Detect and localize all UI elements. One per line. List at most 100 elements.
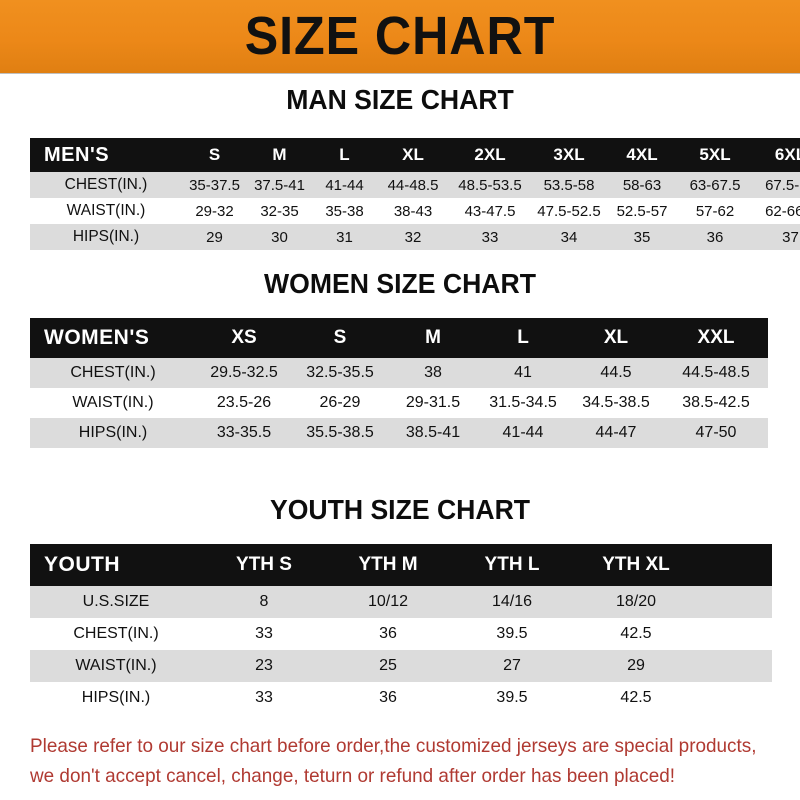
man-cell-0-5: 53.5-58 — [531, 172, 607, 198]
man-cell-2-2: 31 — [312, 224, 377, 250]
youth-size-header-0: YTH S — [202, 544, 326, 586]
women-cell-2-4: 44-47 — [568, 418, 664, 448]
women-size-header-1: S — [292, 318, 388, 358]
man-header-label: MEN'S — [30, 138, 182, 172]
man-cell-2-5: 34 — [531, 224, 607, 250]
table-row: CHEST(IN.) 29.5-32.5 32.5-35.5 38 41 44.5 44.5… — [30, 358, 768, 388]
table-row: WAIST(IN.) 29-32 32-35 35-38 38-43 43-47.5 47.… — [30, 198, 800, 224]
women-size-table: WOMEN'S XS S M L XL XXL CHEST(IN.) 29.5-32.5 32.5… — [30, 318, 768, 448]
women-cell-2-3: 41-44 — [478, 418, 568, 448]
youth-row-label-2: WAIST(IN.) — [30, 650, 202, 682]
man-cell-1-5: 47.5-52.5 — [531, 198, 607, 224]
youth-row-spacer-3 — [698, 682, 772, 714]
youth-row-label-3: HIPS(IN.) — [30, 682, 202, 714]
table-row: WAIST(IN.) 23.5-26 26-29 29-31.5 31.5-34.5 34… — [30, 388, 768, 418]
man-cell-0-0: 35-37.5 — [182, 172, 247, 198]
women-header-label: WOMEN'S — [30, 318, 196, 358]
table-row: HIPS(IN.) 29 30 31 32 33 34 35 36 37 — [30, 224, 800, 250]
man-cell-1-1: 32-35 — [247, 198, 312, 224]
women-cell-1-0: 23.5-26 — [196, 388, 292, 418]
women-cell-0-2: 38 — [388, 358, 478, 388]
women-table-header-row: WOMEN'S XS S M L XL XXL — [30, 318, 768, 358]
youth-cell-1-1: 36 — [326, 618, 450, 650]
man-cell-2-7: 36 — [677, 224, 753, 250]
man-row-label-1: WAIST(IN.) — [30, 198, 182, 224]
women-cell-1-4: 34.5-38.5 — [568, 388, 664, 418]
youth-cell-3-0: 33 — [202, 682, 326, 714]
youth-cell-2-2: 27 — [450, 650, 574, 682]
man-cell-2-3: 32 — [377, 224, 449, 250]
women-cell-1-5: 38.5-42.5 — [664, 388, 768, 418]
youth-header-label: YOUTH — [30, 544, 202, 586]
man-cell-0-7: 63-67.5 — [677, 172, 753, 198]
table-row: WAIST(IN.) 23 25 27 29 — [30, 650, 772, 682]
women-cell-0-4: 44.5 — [568, 358, 664, 388]
man-cell-1-6: 52.5-57 — [607, 198, 677, 224]
man-cell-0-4: 48.5-53.5 — [449, 172, 531, 198]
man-table-header-row: MEN'SSMLXL2XL3XL4XL5XL6XL — [30, 138, 800, 172]
women-cell-0-0: 29.5-32.5 — [196, 358, 292, 388]
women-row-label-2: HIPS(IN.) — [30, 418, 196, 448]
man-row-label-0: CHEST(IN.) — [30, 172, 182, 198]
women-row-label-0: CHEST(IN.) — [30, 358, 196, 388]
youth-table-body: YOUTH YTH S YTH M YTH L YTH XL U.S.SIZE 8 10/12… — [30, 544, 772, 714]
youth-size-header-1: YTH M — [326, 544, 450, 586]
youth-header-spacer — [698, 544, 772, 586]
youth-row-label-1: CHEST(IN.) — [30, 618, 202, 650]
table-row: CHEST(IN.) 35-37.5 37.5-41 41-44 44-48.5 48.5… — [30, 172, 800, 198]
women-size-header-2: M — [388, 318, 478, 358]
youth-size-header-3: YTH XL — [574, 544, 698, 586]
table-row: HIPS(IN.) 33 36 39.5 42.5 — [30, 682, 772, 714]
youth-table-header-row: YOUTH YTH S YTH M YTH L YTH XL — [30, 544, 772, 586]
women-cell-2-0: 33-35.5 — [196, 418, 292, 448]
man-cell-1-2: 35-38 — [312, 198, 377, 224]
youth-cell-0-0: 8 — [202, 586, 326, 618]
women-size-header-4: XL — [568, 318, 664, 358]
man-section-title: MAN SIZE CHART — [286, 84, 514, 115]
table-row: HIPS(IN.) 33-35.5 35.5-38.5 38.5-41 41-44 44-… — [30, 418, 768, 448]
page-title: SIZE CHART — [244, 6, 556, 66]
footer-note-line-2: we don't accept cancel, change, teturn o… — [30, 765, 676, 787]
man-table-body: MEN'SSMLXL2XL3XL4XL5XL6XLCHEST(IN.)35-37… — [30, 138, 800, 250]
youth-cell-1-0: 33 — [202, 618, 326, 650]
youth-cell-0-2: 14/16 — [450, 586, 574, 618]
women-table-body: WOMEN'S XS S M L XL XXL CHEST(IN.) 29.5-32.5 32.5… — [30, 318, 768, 448]
man-cell-2-4: 33 — [449, 224, 531, 250]
youth-row-spacer-0 — [698, 586, 772, 618]
footer-note: Please refer to our size chart before or… — [30, 731, 756, 791]
man-cell-0-8: 67.5-72 — [753, 172, 800, 198]
youth-size-header-2: YTH L — [450, 544, 574, 586]
man-size-header-4: 2XL — [449, 138, 531, 172]
man-cell-1-3: 38-43 — [377, 198, 449, 224]
women-size-header-3: L — [478, 318, 568, 358]
women-size-header-0: XS — [196, 318, 292, 358]
man-size-header-8: 6XL — [753, 138, 800, 172]
youth-cell-1-2: 39.5 — [450, 618, 574, 650]
man-cell-0-2: 41-44 — [312, 172, 377, 198]
women-row-label-1: WAIST(IN.) — [30, 388, 196, 418]
women-cell-0-1: 32.5-35.5 — [292, 358, 388, 388]
youth-cell-3-2: 39.5 — [450, 682, 574, 714]
man-size-header-7: 5XL — [677, 138, 753, 172]
women-cell-2-2: 38.5-41 — [388, 418, 478, 448]
women-cell-2-5: 47-50 — [664, 418, 768, 448]
man-cell-2-6: 35 — [607, 224, 677, 250]
women-cell-1-3: 31.5-34.5 — [478, 388, 568, 418]
youth-cell-2-0: 23 — [202, 650, 326, 682]
man-size-header-0: S — [182, 138, 247, 172]
women-cell-0-3: 41 — [478, 358, 568, 388]
youth-cell-1-3: 42.5 — [574, 618, 698, 650]
youth-size-table: YOUTH YTH S YTH M YTH L YTH XL U.S.SIZE 8 10/12… — [30, 544, 772, 714]
man-cell-2-8: 37 — [753, 224, 800, 250]
youth-cell-3-3: 42.5 — [574, 682, 698, 714]
youth-row-spacer-2 — [698, 650, 772, 682]
man-cell-0-6: 58-63 — [607, 172, 677, 198]
page-banner: SIZE CHART — [0, 0, 800, 73]
man-cell-1-4: 43-47.5 — [449, 198, 531, 224]
man-cell-1-7: 57-62 — [677, 198, 753, 224]
women-cell-2-1: 35.5-38.5 — [292, 418, 388, 448]
youth-cell-0-3: 18/20 — [574, 586, 698, 618]
man-row-label-2: HIPS(IN.) — [30, 224, 182, 250]
man-cell-0-3: 44-48.5 — [377, 172, 449, 198]
man-size-table: MEN'SSMLXL2XL3XL4XL5XL6XLCHEST(IN.)35-37… — [30, 138, 800, 250]
